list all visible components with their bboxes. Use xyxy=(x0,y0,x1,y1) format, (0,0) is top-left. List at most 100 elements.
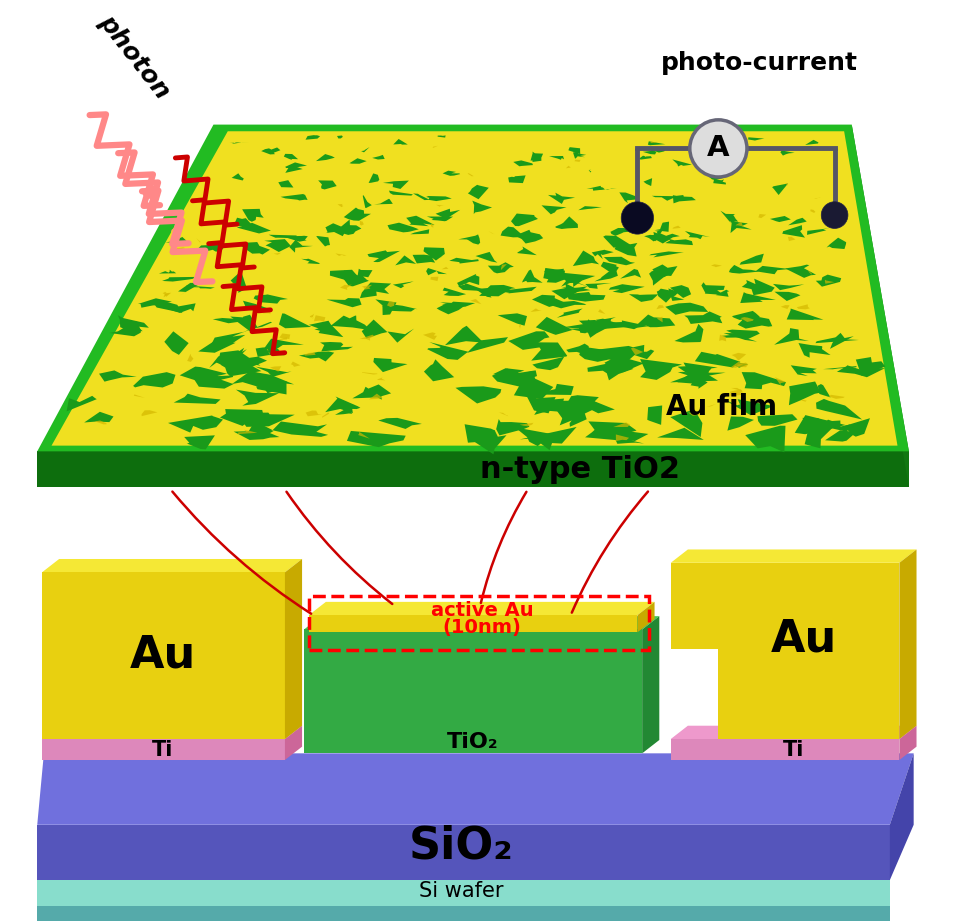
Polygon shape xyxy=(232,173,244,181)
Text: photo-current: photo-current xyxy=(661,52,859,76)
Polygon shape xyxy=(644,235,670,241)
Polygon shape xyxy=(285,162,307,168)
Polygon shape xyxy=(266,349,269,356)
Polygon shape xyxy=(358,432,370,438)
Polygon shape xyxy=(638,601,654,633)
Polygon shape xyxy=(695,352,740,367)
Polygon shape xyxy=(657,288,687,303)
Polygon shape xyxy=(242,209,264,222)
Polygon shape xyxy=(759,214,766,218)
Polygon shape xyxy=(741,372,786,390)
Polygon shape xyxy=(619,192,637,204)
Polygon shape xyxy=(133,372,175,388)
Polygon shape xyxy=(671,739,899,760)
Polygon shape xyxy=(392,281,414,288)
Polygon shape xyxy=(232,356,267,371)
Polygon shape xyxy=(899,550,917,739)
Polygon shape xyxy=(263,309,270,314)
Polygon shape xyxy=(740,317,754,322)
Polygon shape xyxy=(693,158,717,161)
Polygon shape xyxy=(467,337,508,353)
Polygon shape xyxy=(256,347,285,357)
Polygon shape xyxy=(271,252,281,255)
Circle shape xyxy=(690,120,747,177)
Polygon shape xyxy=(785,264,816,278)
Polygon shape xyxy=(555,216,578,229)
Polygon shape xyxy=(551,284,588,299)
Polygon shape xyxy=(549,156,564,159)
Text: A: A xyxy=(707,134,730,162)
Polygon shape xyxy=(256,381,287,394)
Polygon shape xyxy=(472,201,492,214)
Polygon shape xyxy=(337,135,343,138)
Polygon shape xyxy=(774,292,800,301)
Polygon shape xyxy=(457,274,480,286)
Polygon shape xyxy=(565,395,615,414)
Polygon shape xyxy=(279,313,311,328)
Polygon shape xyxy=(285,559,302,739)
Polygon shape xyxy=(643,178,652,186)
Polygon shape xyxy=(532,356,564,370)
Polygon shape xyxy=(890,753,914,880)
Polygon shape xyxy=(305,411,322,416)
Polygon shape xyxy=(191,374,234,389)
Polygon shape xyxy=(685,231,710,239)
Polygon shape xyxy=(517,247,537,255)
Polygon shape xyxy=(608,355,644,372)
Polygon shape xyxy=(347,431,406,447)
Polygon shape xyxy=(304,629,642,753)
Polygon shape xyxy=(476,252,497,262)
Polygon shape xyxy=(162,277,194,282)
Polygon shape xyxy=(164,293,170,297)
Polygon shape xyxy=(243,301,268,311)
Polygon shape xyxy=(642,616,659,753)
Polygon shape xyxy=(290,239,313,252)
Polygon shape xyxy=(480,285,516,297)
Polygon shape xyxy=(237,242,270,254)
Polygon shape xyxy=(280,194,307,201)
Polygon shape xyxy=(163,292,172,297)
Polygon shape xyxy=(552,401,601,420)
Polygon shape xyxy=(242,321,272,332)
Polygon shape xyxy=(168,415,223,433)
Polygon shape xyxy=(671,563,899,648)
Polygon shape xyxy=(631,347,643,356)
Polygon shape xyxy=(196,239,201,243)
Polygon shape xyxy=(186,286,215,289)
Polygon shape xyxy=(440,302,475,308)
Polygon shape xyxy=(567,292,606,301)
Polygon shape xyxy=(672,159,692,167)
Polygon shape xyxy=(235,390,279,405)
Polygon shape xyxy=(607,321,649,329)
Polygon shape xyxy=(84,412,113,423)
Polygon shape xyxy=(337,219,361,235)
Polygon shape xyxy=(837,366,885,378)
Polygon shape xyxy=(239,413,295,426)
Polygon shape xyxy=(585,283,611,289)
Polygon shape xyxy=(470,299,482,304)
Polygon shape xyxy=(899,726,917,760)
Text: Au film: Au film xyxy=(666,393,777,421)
Polygon shape xyxy=(669,288,684,301)
Polygon shape xyxy=(237,430,258,434)
Polygon shape xyxy=(426,196,452,201)
Polygon shape xyxy=(279,333,291,339)
Polygon shape xyxy=(601,262,619,272)
Polygon shape xyxy=(42,739,285,760)
Polygon shape xyxy=(314,315,326,321)
Polygon shape xyxy=(301,259,320,264)
Polygon shape xyxy=(378,418,422,429)
Polygon shape xyxy=(199,342,235,353)
Polygon shape xyxy=(674,324,703,343)
Polygon shape xyxy=(265,339,304,353)
Polygon shape xyxy=(368,173,379,183)
Polygon shape xyxy=(587,362,634,380)
Polygon shape xyxy=(247,371,294,393)
Circle shape xyxy=(621,202,654,234)
Polygon shape xyxy=(305,135,320,140)
Polygon shape xyxy=(786,183,788,186)
Polygon shape xyxy=(536,317,573,335)
Polygon shape xyxy=(657,317,663,322)
Polygon shape xyxy=(220,409,266,426)
Polygon shape xyxy=(677,366,726,377)
